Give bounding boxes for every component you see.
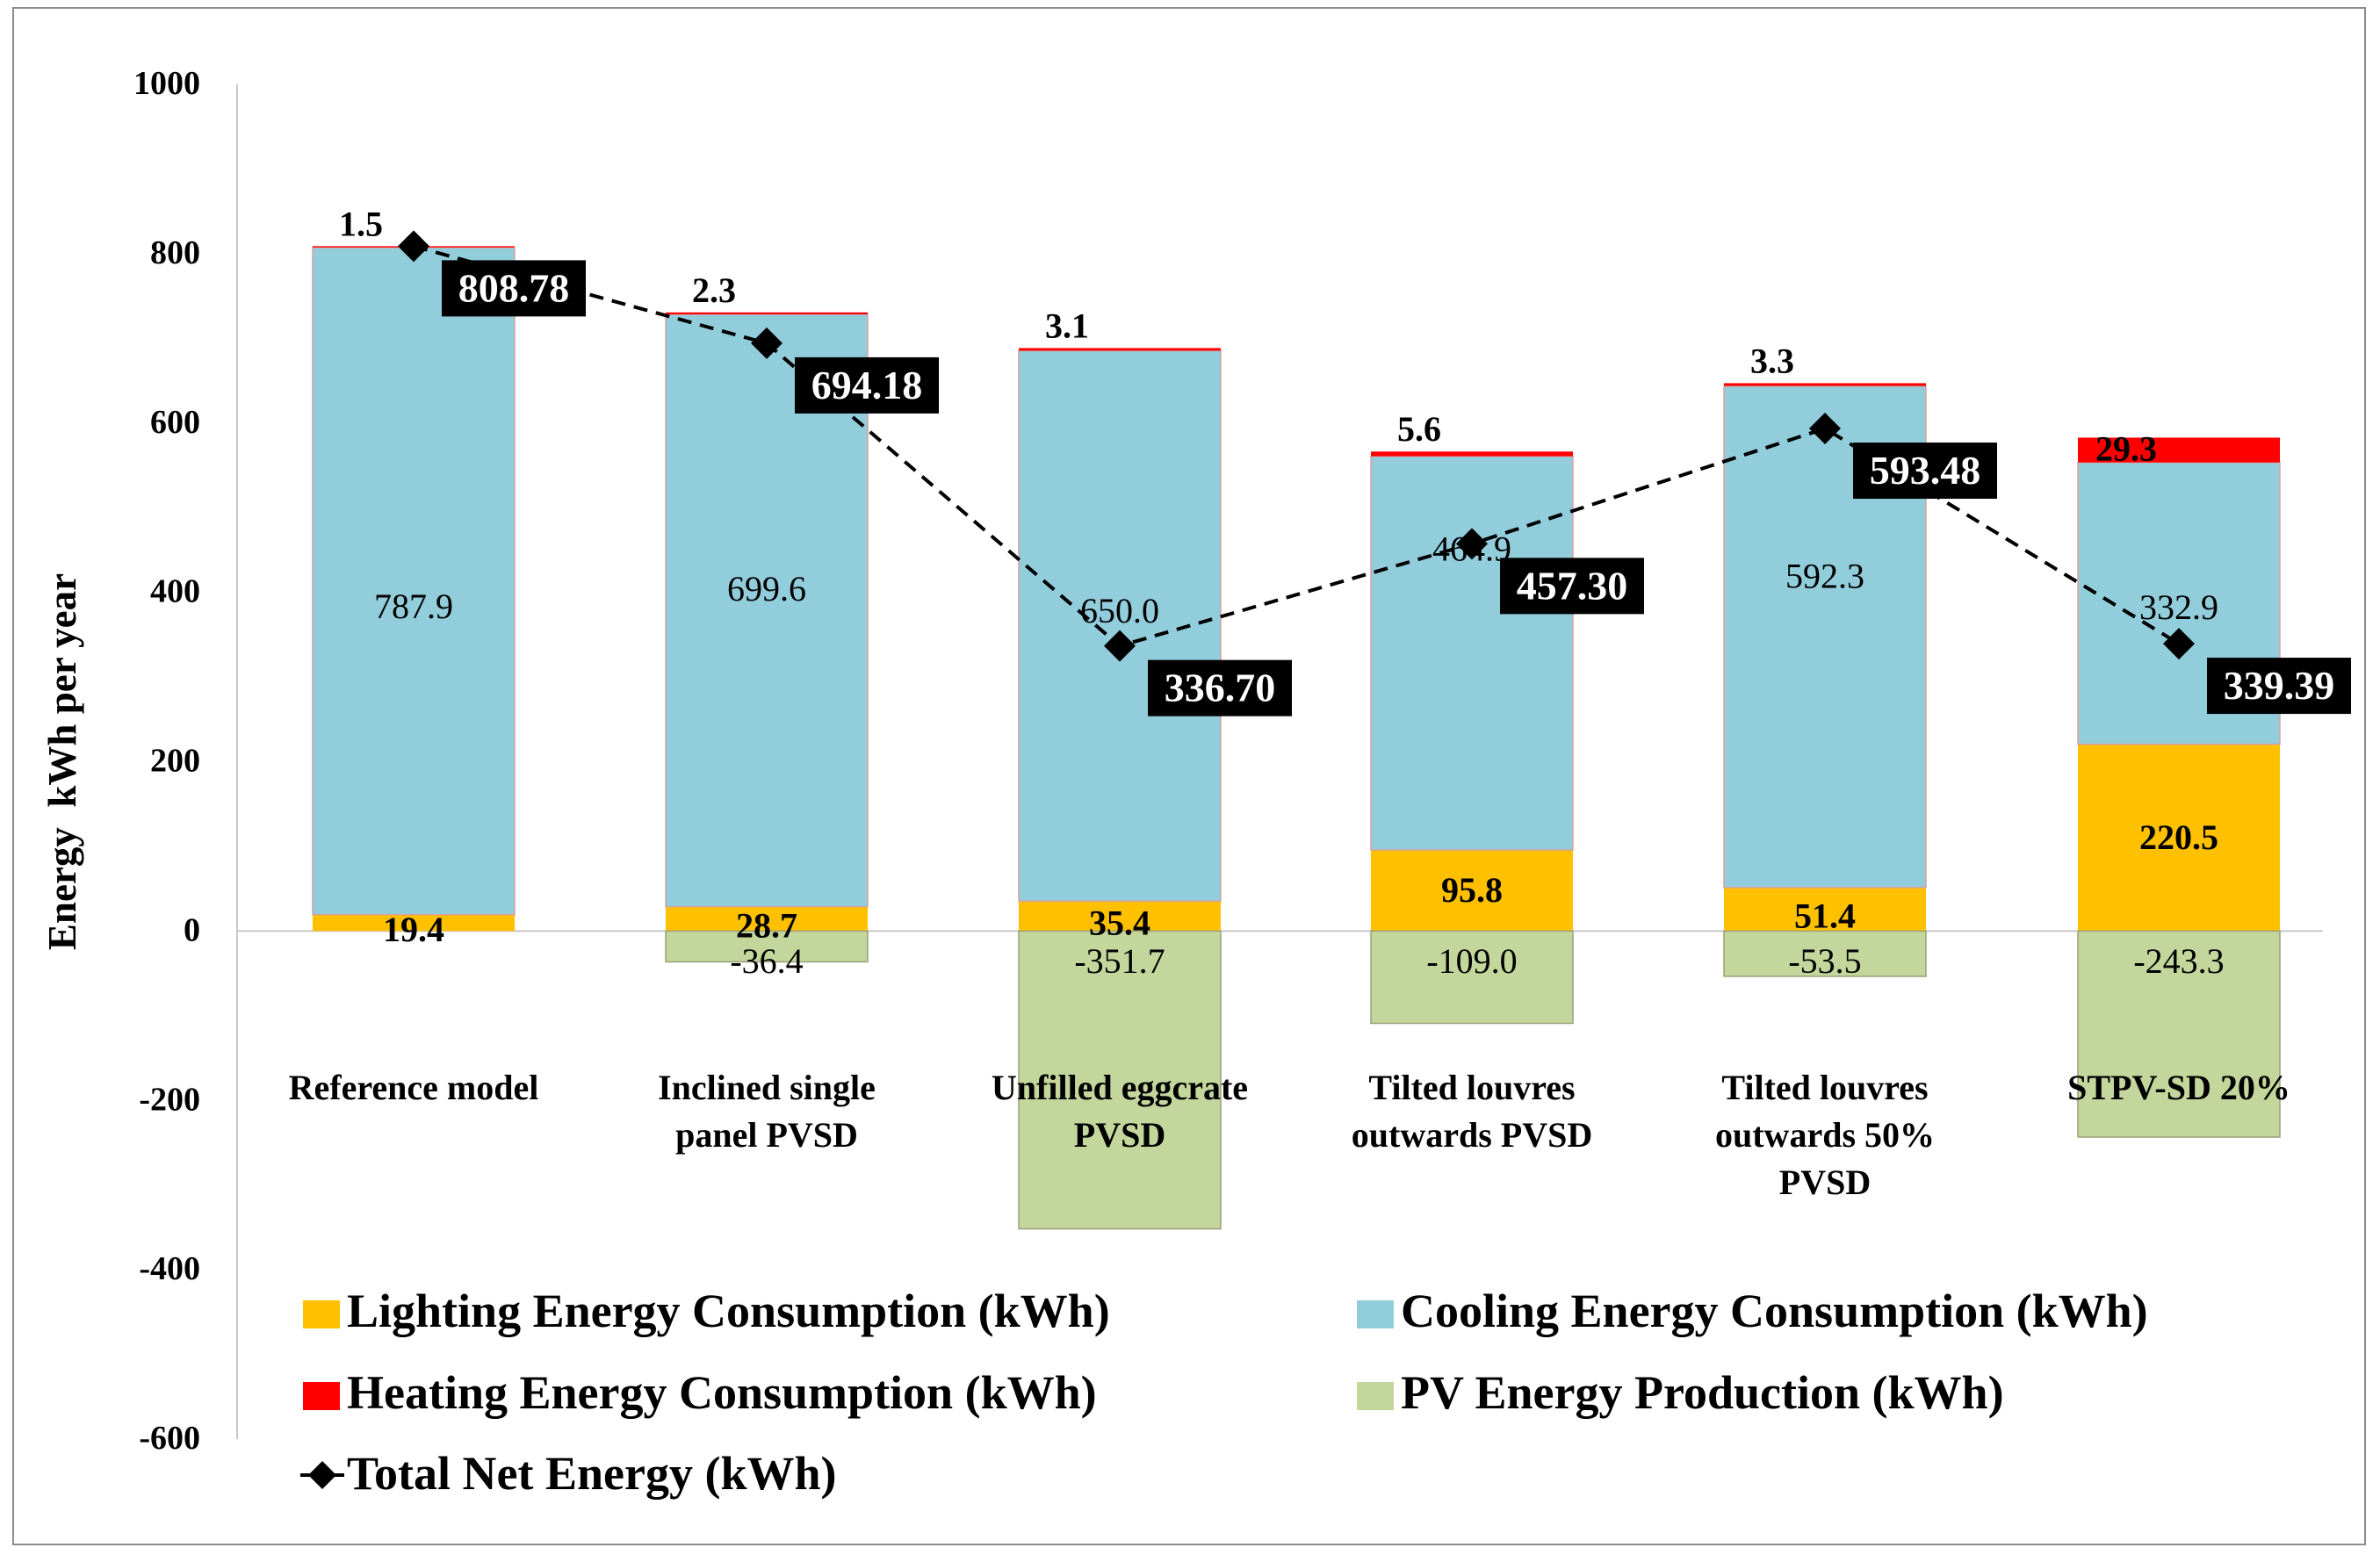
legend-swatch-cooling xyxy=(1357,1300,1394,1328)
y-tick-label: -400 xyxy=(139,1250,200,1287)
pv-bar xyxy=(1723,930,1927,977)
lighting-value-label: 19.4 xyxy=(383,910,444,949)
pv-value-label: -351.7 xyxy=(1074,941,1165,981)
heating-value-label: 1.5 xyxy=(339,204,383,243)
heating-bar xyxy=(1019,348,1221,351)
total-net-energy-value-label: 339.39 xyxy=(2224,663,2335,708)
legend-swatch-lighting xyxy=(303,1300,340,1328)
category-label: Reference model xyxy=(289,1068,539,1107)
lighting-bar xyxy=(1371,849,1573,932)
legend-swatch-pv xyxy=(1357,1382,1394,1410)
total-net-energy-value-label: 593.48 xyxy=(1870,448,1981,493)
pv-bar xyxy=(1018,930,1222,1230)
pv-value-label: -36.4 xyxy=(730,941,803,981)
y-tick-label: -600 xyxy=(139,1420,200,1457)
cooling-value-label: 332.9 xyxy=(2139,587,2218,627)
heating-bar xyxy=(1371,451,1573,457)
lighting-bar xyxy=(666,906,868,932)
total-net-energy-value-label: 808.78 xyxy=(458,265,570,310)
pv-value-label: -109.0 xyxy=(1426,941,1517,981)
heating-value-label: 29.3 xyxy=(2095,428,2157,468)
heating-bar xyxy=(1724,383,1926,386)
category-label: Tilted louvres xyxy=(1721,1068,1928,1107)
heating-value-label: 2.3 xyxy=(692,270,736,310)
pv-value-label: -243.3 xyxy=(2133,941,2224,981)
legend-label: Total Net Energy (kWh) xyxy=(347,1447,837,1500)
heating-value-label: 3.3 xyxy=(1750,341,1794,380)
total-net-energy-value-label: 694.18 xyxy=(811,363,923,407)
total-net-energy-label-box xyxy=(2207,658,2351,715)
bar-labels: 19.4 787.9 1.5 28.7 699.6 2.3 -36.4 35.4 650.0 3.… xyxy=(339,204,2225,981)
category-label: PVSD xyxy=(1779,1163,1871,1202)
cooling-bar xyxy=(312,247,516,916)
legend: Lighting Energy Consumption (kWh) Cooling… xyxy=(300,1285,2148,1500)
y-tick-label: 0 xyxy=(184,911,200,948)
category-label: Tilted louvres xyxy=(1368,1068,1575,1107)
total-net-energy-label-box xyxy=(1853,443,1997,500)
heating-bar xyxy=(2078,437,2280,463)
heating-bar xyxy=(666,312,868,315)
total-net-energy-marker xyxy=(751,327,783,359)
y-tick-label: 400 xyxy=(150,573,200,610)
cooling-value-label: 787.9 xyxy=(374,587,453,626)
cooling-bar xyxy=(1370,455,1574,851)
category-label: STPV-SD 20% xyxy=(2067,1068,2290,1107)
total-net-energy-marker xyxy=(2163,628,2195,660)
category-label: Inclined single xyxy=(658,1068,876,1107)
lighting-bar xyxy=(1724,887,1926,932)
category-label: panel PVSD xyxy=(675,1115,858,1155)
category-label: outwards PVSD xyxy=(1352,1115,1592,1155)
pv-bar xyxy=(2077,930,2281,1138)
total-net-energy-marker xyxy=(1104,630,1136,662)
category-label: Unfilled eggcrate xyxy=(992,1068,1248,1107)
cooling-value-label: 650.0 xyxy=(1080,591,1159,630)
lighting-value-label: 95.8 xyxy=(1441,870,1503,910)
lighting-value-label: 51.4 xyxy=(1794,896,1856,936)
legend-label: Cooling Energy Consumption (kWh) xyxy=(1401,1285,2148,1337)
y-axis: -600 -400 -200 0 200 400 600 800 1000 Energy kWh … xyxy=(40,65,238,1457)
y-tick-label: 1000 xyxy=(133,65,200,102)
pv-bar xyxy=(665,930,869,963)
y-tick-label: 600 xyxy=(150,404,200,441)
bars xyxy=(312,246,2281,1230)
cooling-value-label: 592.3 xyxy=(1785,556,1864,595)
legend-label: Heating Energy Consumption (kWh) xyxy=(347,1366,1097,1419)
heating-value-label: 3.1 xyxy=(1045,306,1089,345)
total-net-energy-marker xyxy=(1809,413,1841,445)
total-net-energy-label-box xyxy=(1500,558,1644,615)
lighting-value-label: 28.7 xyxy=(736,906,797,946)
heating-value-label: 5.6 xyxy=(1397,409,1441,449)
lighting-value-label: 220.5 xyxy=(2139,817,2218,857)
lighting-bar xyxy=(1019,901,1221,932)
total-net-energy-line: 808.78 694.18 336.70 457.30 593.48 339.39 xyxy=(398,230,2351,716)
total-net-energy-value-label: 457.30 xyxy=(1517,563,1628,608)
pv-value-label: -53.5 xyxy=(1788,941,1861,981)
total-net-energy-label-box xyxy=(795,356,939,414)
legend-swatch-heating xyxy=(303,1382,340,1410)
legend-label: Lighting Energy Consumption (kWh) xyxy=(347,1285,1110,1337)
category-label: outwards 50% xyxy=(1715,1115,1935,1155)
total-net-energy-dashed-line xyxy=(413,244,2181,648)
legend-diamond-icon xyxy=(308,1461,336,1489)
y-tick-label: -200 xyxy=(139,1081,200,1118)
total-net-energy-value-label: 336.70 xyxy=(1165,666,1276,710)
total-net-energy-marker xyxy=(1456,528,1488,560)
y-axis-title: Energy kWh per year xyxy=(40,573,84,950)
pv-bar xyxy=(1370,930,1574,1025)
category-labels: Reference model Inclined single panel PVSD… xyxy=(289,1068,2290,1202)
y-tick-label: 800 xyxy=(150,234,200,271)
y-tick-label: 200 xyxy=(150,743,200,780)
cooling-value-label: 699.6 xyxy=(727,569,806,608)
total-net-energy-label-box xyxy=(442,260,586,317)
category-label: PVSD xyxy=(1074,1115,1165,1155)
total-net-energy-marker xyxy=(398,230,429,263)
lighting-value-label: 35.4 xyxy=(1089,903,1150,942)
legend-label: PV Energy Production (kWh) xyxy=(1401,1366,2004,1419)
lighting-bar xyxy=(2078,744,2280,932)
lighting-bar xyxy=(313,914,515,932)
total-net-energy-label-box xyxy=(1148,659,1292,716)
